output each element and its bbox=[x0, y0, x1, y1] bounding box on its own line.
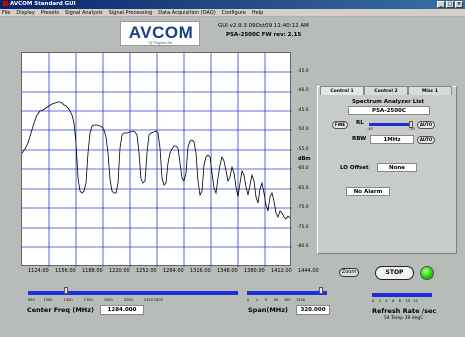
tab-misc-1[interactable]: Misc 1 bbox=[408, 86, 452, 95]
spectrum-trace bbox=[21, 101, 291, 220]
span-ticks: 0 1 5 50 100 1300 bbox=[247, 298, 305, 302]
rl-slider-handle[interactable] bbox=[409, 121, 413, 128]
y-tick-label: -45.0 bbox=[297, 108, 309, 113]
spectrum-svg bbox=[21, 53, 292, 267]
tab-control-1[interactable]: Control 1 bbox=[320, 86, 364, 95]
title-bar: AVCOM Standard GUI _ □ × bbox=[0, 0, 465, 9]
x-tick-label: 1380.00 bbox=[244, 268, 265, 274]
lo-offset-label: LO Offset bbox=[340, 165, 369, 171]
menu-daq[interactable]: Data Acquisition (DAQ) bbox=[158, 10, 216, 16]
refresh-ticks: 0 2 4 6 8 10 12 bbox=[372, 299, 418, 303]
app-icon bbox=[3, 0, 8, 6]
x-tick-label: 1284.00 bbox=[163, 268, 184, 274]
rbw-auto-button[interactable]: AUTO bbox=[417, 136, 435, 144]
rbw-select[interactable]: 1MHz bbox=[370, 135, 414, 144]
x-tick-label: 1412.00 bbox=[271, 268, 292, 274]
temperature-status: 54 Temp 39 degC bbox=[384, 316, 424, 321]
version-info: GUI v2.9.3 09Oct09 11:40:12 AM bbox=[218, 23, 309, 29]
rl-max-label: -10 bbox=[409, 127, 415, 131]
x-tick-label: 1220.00 bbox=[109, 268, 130, 274]
menu-signal-analysis[interactable]: Signal Analysis bbox=[65, 10, 103, 16]
center-freq-slider-handle[interactable] bbox=[63, 287, 68, 294]
firmware-info: PSA-2500C FW rev: 2.15 bbox=[226, 32, 302, 38]
x-tick-label: 1444.00 bbox=[298, 268, 319, 274]
rl-slider[interactable] bbox=[369, 123, 413, 126]
center-freq-label: Center Freq (MHz) bbox=[27, 306, 94, 314]
logo-text: AVCOM bbox=[128, 23, 194, 42]
x-tick-label: 1188.00 bbox=[82, 268, 103, 274]
rl-min-label: -40 bbox=[367, 127, 373, 131]
plot-grid bbox=[22, 53, 292, 267]
logo-subtitle: Of Virginia Inc. bbox=[148, 40, 174, 45]
minimize-icon[interactable]: _ bbox=[437, 1, 445, 8]
center-freq-slider[interactable] bbox=[28, 291, 238, 295]
menu-help[interactable]: Help bbox=[251, 10, 264, 16]
tab-control-2[interactable]: Control 2 bbox=[364, 86, 408, 95]
avcom-logo: AVCOM Of Virginia Inc. bbox=[120, 21, 200, 46]
refresh-rate-slider[interactable] bbox=[372, 293, 432, 297]
span-slider[interactable] bbox=[247, 291, 327, 295]
y-tick-label: -60.0 bbox=[297, 166, 309, 171]
rl-auto-button[interactable]: AUTO bbox=[417, 121, 435, 129]
status-led bbox=[420, 266, 434, 280]
window-title: AVCOM Standard GUI bbox=[10, 1, 76, 7]
menu-display[interactable]: Display bbox=[16, 10, 35, 16]
stop-button[interactable]: STOP bbox=[375, 266, 414, 280]
sa-list-label: Spectrum Analyzer List bbox=[352, 99, 424, 105]
center-freq-input[interactable]: 1284.000 bbox=[100, 305, 144, 315]
span-label: Span(MHz) bbox=[248, 306, 288, 314]
x-tick-label: 1316.00 bbox=[190, 268, 211, 274]
menu-configure[interactable]: Configure bbox=[221, 10, 246, 16]
spectrum-plot[interactable] bbox=[21, 52, 292, 267]
x-tick-label: 1156.00 bbox=[55, 268, 76, 274]
window-controls: _ □ × bbox=[437, 1, 463, 8]
alarm-status: No Alarm bbox=[346, 187, 390, 196]
y-tick-label: -65.0 bbox=[297, 186, 309, 191]
lo-offset-field[interactable]: None bbox=[377, 163, 417, 172]
span-input[interactable]: 320.000 bbox=[296, 305, 330, 315]
maximize-icon[interactable]: □ bbox=[446, 1, 454, 8]
menu-file[interactable]: File bbox=[2, 10, 11, 16]
y-tick-label: -35.0 bbox=[297, 69, 309, 74]
y-unit: dBm bbox=[298, 156, 311, 162]
rl-label: RL bbox=[356, 120, 364, 126]
zoom-button[interactable]: Zoom bbox=[339, 268, 359, 277]
x-tick-label: 1348.00 bbox=[217, 268, 238, 274]
menu-signal-processing[interactable]: Signal Processing bbox=[108, 10, 153, 16]
y-tick-label: -50.0 bbox=[297, 127, 309, 132]
center-freq-ticks: 950 1200 1450 1700 1950 2200 2450 2500 bbox=[28, 298, 163, 302]
menu-presets[interactable]: Presets bbox=[40, 10, 60, 16]
refresh-rate-label: Refresh Rate /sec bbox=[372, 307, 437, 315]
close-icon[interactable]: × bbox=[455, 1, 463, 8]
y-tick-label: -70.0 bbox=[297, 205, 309, 210]
rbw-label: RBW bbox=[352, 136, 367, 142]
y-tick-label: -80.0 bbox=[297, 244, 309, 249]
x-tick-label: 1252.00 bbox=[136, 268, 157, 274]
analyzer-model-select[interactable]: PSA-2500C bbox=[348, 106, 430, 115]
span-slider-handle[interactable] bbox=[318, 287, 323, 294]
x-tick-label: 1124.00 bbox=[28, 268, 49, 274]
y-tick-label: -55.0 bbox=[297, 147, 309, 152]
y-tick-label: -40.0 bbox=[297, 88, 309, 93]
menu-bar: File Display Presets Signal Analysis Sig… bbox=[0, 9, 465, 17]
y-tick-label: -75.0 bbox=[297, 225, 309, 230]
fine-button[interactable]: FINE bbox=[332, 121, 348, 129]
